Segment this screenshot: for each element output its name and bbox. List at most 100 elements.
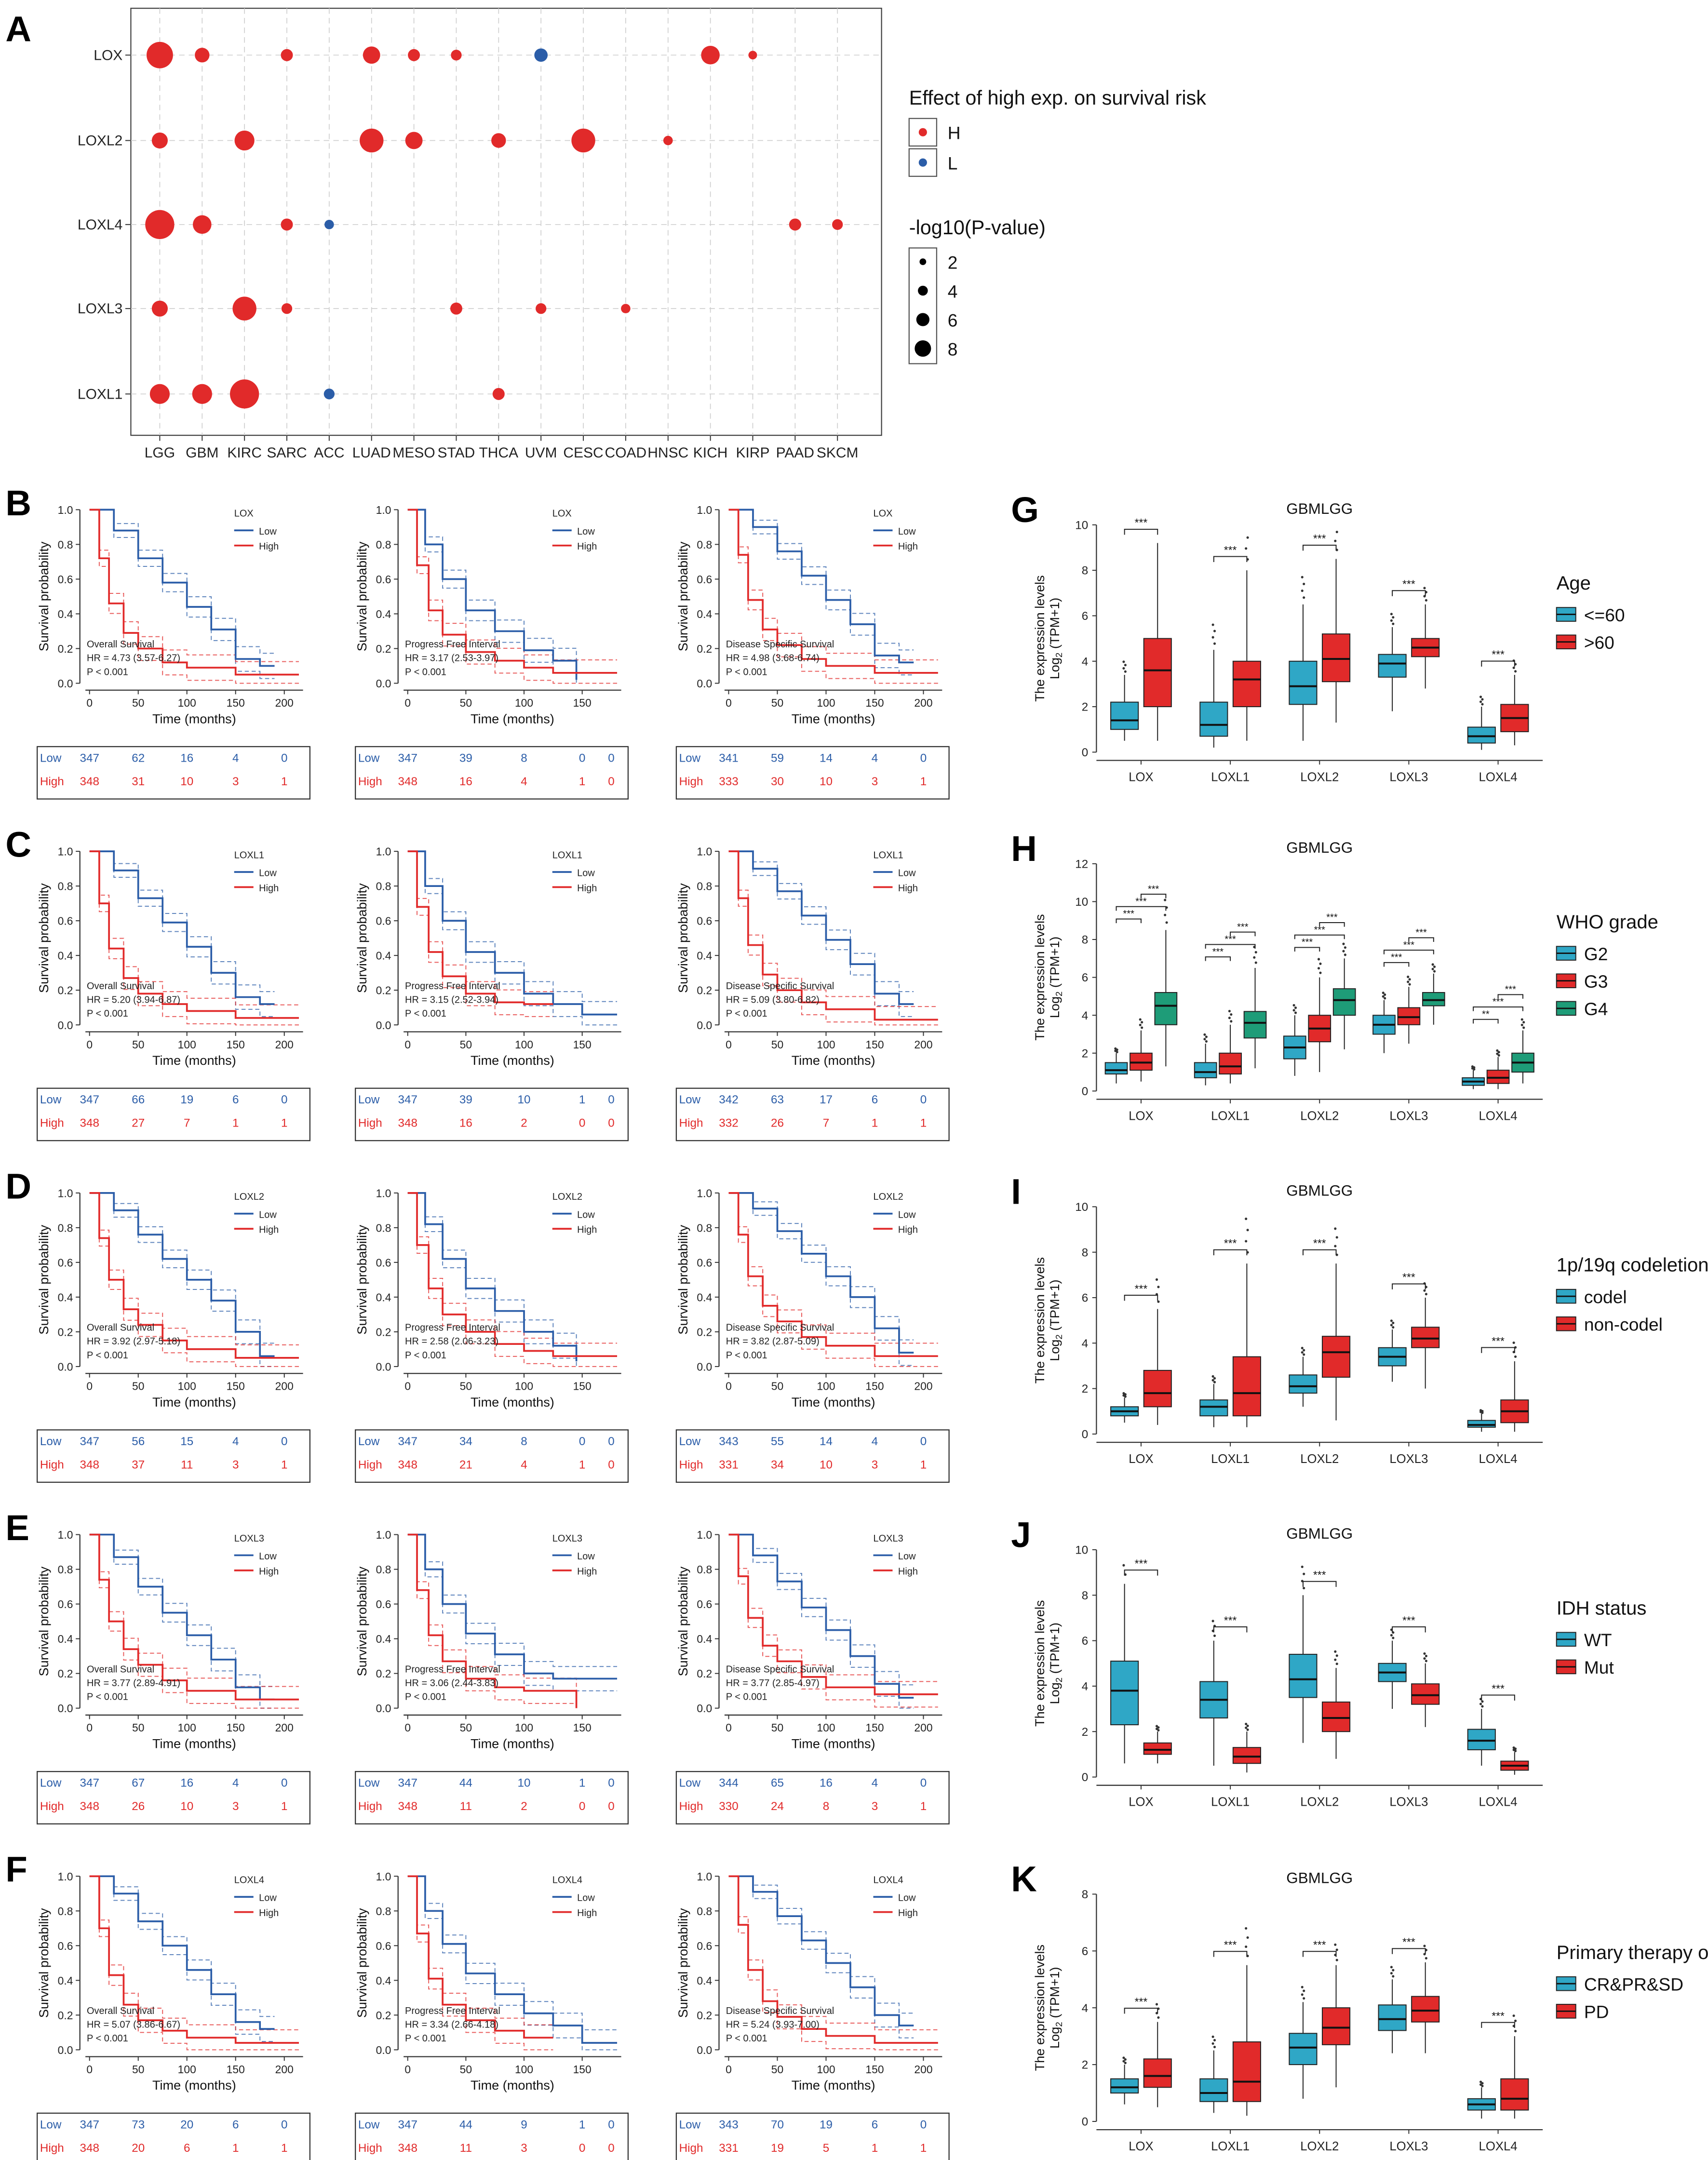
box-outlier [1205, 1035, 1208, 1038]
km-pvalue: P < 0.001 [726, 1008, 767, 1019]
km-curve-high [89, 1192, 299, 1359]
box-legend-title: Age [1557, 573, 1591, 594]
km-y-tick-label: 0.0 [697, 1360, 712, 1373]
km-risk-high-count: 11 [460, 2142, 472, 2155]
km-endpoint: Disease Specific Survival [726, 1323, 834, 1333]
km-risk-low-count: 342 [719, 1093, 738, 1106]
km-risk-high-count: 0 [608, 775, 614, 788]
km-x-label: Time (months) [152, 711, 236, 726]
km-x-tick-label: 200 [914, 1038, 932, 1051]
km-risk-high-count: 348 [80, 1117, 99, 1130]
km-risk-low-count: 70 [771, 2118, 784, 2131]
km-curve-high [728, 1192, 938, 1357]
km-x-tick-label: 100 [515, 697, 533, 709]
km-pvalue: P < 0.001 [405, 1350, 446, 1361]
box-outlier [1230, 1020, 1233, 1023]
km-x-tick-label: 150 [865, 1721, 884, 1734]
km-x-tick-label: 0 [404, 1380, 411, 1392]
km-y-tick-label: 0.2 [697, 1667, 712, 1680]
box-sig-label: *** [1492, 1682, 1505, 1695]
km-risk-low-count: 1 [579, 1777, 585, 1790]
box-legend-label: WT [1584, 1630, 1612, 1650]
x-tick-label: ACC [314, 445, 344, 461]
box-outlier [1246, 1724, 1249, 1727]
km-risk-label-high: High [40, 775, 64, 788]
box-x-tick-label: LOXL4 [1479, 2140, 1518, 2153]
km-y-tick-label: 0.6 [697, 1256, 712, 1269]
km-risk-low-count: 0 [579, 1435, 585, 1448]
box-outlier [1384, 993, 1386, 996]
box-outlier [1230, 1013, 1233, 1016]
km-legend-gene: LOXL3 [234, 1533, 264, 1544]
km-legend-gene: LOXL1 [874, 850, 903, 860]
box-outlier [1512, 2014, 1515, 2017]
box-outlier [1407, 980, 1410, 983]
km-risk-label-low: Low [679, 751, 701, 765]
km-legend-label-high: High [577, 1908, 597, 1919]
box-outlier [1334, 1943, 1337, 1946]
km-risk-low-count: 0 [281, 751, 287, 765]
box-outlier [1155, 1278, 1158, 1281]
box-x-tick-label: LOXL3 [1389, 770, 1428, 784]
km-ci-upper [407, 1534, 618, 1667]
km-risk-high-count: 31 [132, 775, 145, 788]
km-y-tick-label: 0.0 [58, 677, 73, 690]
box-outlier [1433, 970, 1436, 973]
km-ci-upper [407, 1534, 577, 1695]
km-legend-label-low: Low [577, 868, 595, 879]
km-endpoint: Disease Specific Survival [726, 981, 834, 992]
km-ci-lower [89, 851, 299, 1026]
box-outlier [1211, 2035, 1214, 2038]
box-x-tick-label: LOXL1 [1211, 1796, 1250, 1809]
box-outlier [1408, 983, 1411, 986]
dot-point [360, 128, 384, 153]
x-tick-label: THCA [479, 445, 518, 461]
km-y-tick-label: 0.6 [697, 573, 712, 586]
km-x-tick-label: 100 [817, 1380, 835, 1392]
km-risk-high-count: 348 [398, 1458, 417, 1471]
box-sig-bracket [1213, 556, 1248, 562]
km-curve-high [728, 1533, 938, 1695]
box-y-tick-label: 4 [1082, 2002, 1088, 2015]
km-legend-gene: LOXL2 [234, 1192, 264, 1202]
km-x-tick-label: 0 [726, 1038, 732, 1051]
box-outlier [1157, 1726, 1160, 1729]
km-risk-high-count: 333 [719, 775, 738, 788]
box-x-tick-label: LOX [1129, 770, 1153, 784]
km-y-tick-label: 0.4 [376, 1291, 391, 1303]
box-outlier [1245, 547, 1248, 550]
x-tick-label: KICH [693, 445, 728, 461]
km-y-tick-label: 0.0 [697, 2044, 712, 2056]
km-ci-lower [407, 851, 553, 1017]
km-risk-table [675, 1771, 950, 1825]
dot-point [363, 46, 380, 64]
box-outlier [1246, 536, 1249, 539]
box-sig-bracket [1302, 1249, 1337, 1256]
box-y-label-unit: Log2 (TPM+1) [1047, 937, 1064, 1018]
km-risk-low-count: 16 [180, 1777, 193, 1790]
box-legend-label: PD [1584, 2002, 1609, 2022]
km-risk-table [675, 746, 950, 800]
box-x-tick-label: LOXL1 [1211, 1109, 1250, 1123]
box-outlier [1407, 975, 1410, 979]
box-iqr [1143, 1742, 1172, 1755]
box-outlier [1520, 1018, 1523, 1021]
km-ci-upper [728, 1534, 938, 1682]
km-ci-lower [407, 1876, 553, 2051]
legend-size-dot [916, 313, 930, 326]
km-risk-high-count: 1 [232, 1117, 239, 1130]
km-risk-label-low: Low [40, 1435, 62, 1448]
km-risk-low-count: 6 [872, 1093, 878, 1106]
km-curve-low [728, 850, 914, 1005]
box-y-label: The expression levels [1032, 575, 1047, 701]
box-y-tick-label: 10 [1075, 1201, 1088, 1214]
box-y-tick-label: 8 [1082, 564, 1088, 577]
box-x-tick-label: LOXL2 [1300, 2140, 1339, 2153]
box-sig-bracket [1302, 1951, 1337, 1957]
km-y-tick-label: 0.4 [697, 950, 712, 962]
box-outlier [1211, 623, 1214, 626]
km-x-tick-label: 200 [275, 1380, 294, 1392]
box-outlier [1213, 1634, 1216, 1637]
km-legend-gene: LOXL4 [552, 1875, 582, 1886]
